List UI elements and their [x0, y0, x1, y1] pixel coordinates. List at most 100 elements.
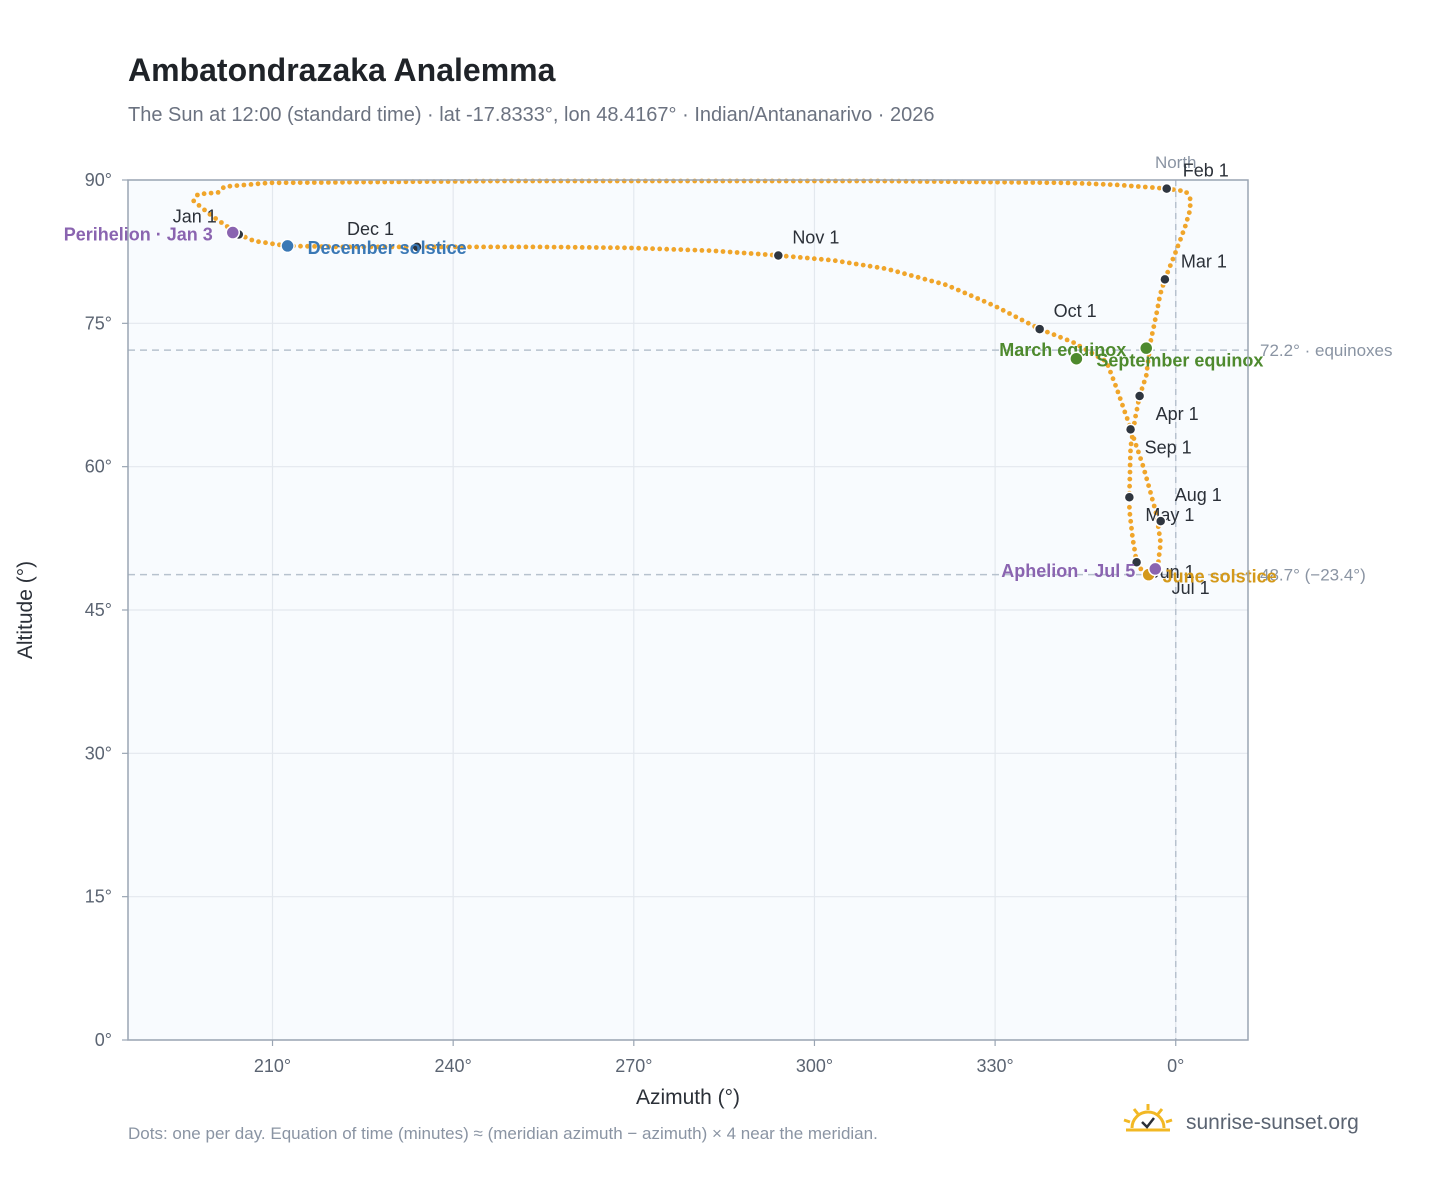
daily-dot — [202, 207, 207, 213]
daily-dot — [804, 255, 810, 261]
daily-dot — [1065, 180, 1071, 186]
daily-dot — [783, 253, 789, 259]
daily-dot — [1051, 332, 1057, 338]
daily-dot — [572, 244, 578, 250]
daily-dot — [312, 244, 317, 249]
daily-dot — [375, 244, 381, 250]
daily-dot — [797, 255, 803, 260]
daily-dot — [1157, 185, 1162, 191]
month-label: Sep 1 — [1145, 437, 1192, 457]
daily-dot — [1121, 183, 1127, 188]
daily-dot — [326, 180, 331, 185]
month-label: Oct 1 — [1054, 301, 1097, 321]
daily-dot — [1127, 483, 1132, 489]
daily-dot — [1187, 203, 1193, 209]
page-title: Ambatondrazaka Analemma — [128, 52, 556, 88]
daily-dot — [1086, 181, 1092, 187]
daily-dot — [579, 245, 585, 250]
daily-dot — [1180, 230, 1186, 236]
daily-dot — [846, 260, 852, 266]
daily-dot — [755, 251, 761, 257]
daily-dot — [460, 244, 465, 250]
month-marker — [411, 241, 423, 253]
y-tick-label: 30° — [85, 743, 112, 763]
daily-dot — [1175, 243, 1181, 249]
daily-dot — [219, 220, 224, 225]
daily-dot — [537, 244, 543, 250]
daily-dot — [1093, 181, 1099, 187]
daily-dot — [1146, 483, 1151, 488]
daily-dot — [955, 287, 961, 293]
daily-dot — [1108, 369, 1113, 375]
daily-dot — [453, 244, 458, 250]
daily-dot — [1148, 490, 1153, 495]
daily-dot — [1145, 359, 1151, 364]
daily-dot — [544, 244, 550, 250]
event-label: Aphelion · Jul 5 — [1001, 561, 1135, 581]
daily-dot — [1023, 180, 1029, 185]
daily-dot — [1134, 406, 1140, 412]
daily-dot — [1131, 436, 1137, 441]
daily-dot — [1187, 196, 1193, 202]
daily-dot — [981, 179, 986, 185]
daily-dot — [319, 244, 324, 250]
daily-dot — [1140, 462, 1146, 468]
daily-dot — [1141, 379, 1147, 385]
daily-dot — [1148, 338, 1154, 343]
daily-dot — [1089, 350, 1095, 356]
sun-logo-icon — [1120, 1100, 1176, 1145]
daily-dot — [558, 244, 564, 250]
month-marker — [1159, 273, 1171, 286]
event-marker — [225, 225, 241, 240]
daily-dot — [333, 244, 339, 250]
daily-dot — [685, 247, 691, 253]
daily-dot — [713, 248, 719, 254]
daily-dot — [262, 180, 268, 186]
brand-name[interactable]: sunrise-sunset.org — [1186, 1110, 1359, 1134]
daily-dot — [304, 180, 310, 186]
daily-dot — [692, 247, 698, 253]
daily-dot — [516, 244, 522, 250]
brand[interactable]: sunrise-sunset.org — [1120, 1100, 1359, 1145]
daily-dot — [1007, 311, 1012, 316]
daily-dot — [895, 269, 901, 275]
x-tick-label: 0° — [1167, 1056, 1184, 1076]
daily-dot — [227, 183, 233, 189]
daily-dot — [1083, 347, 1089, 352]
daily-dot — [762, 252, 768, 257]
daily-dot — [1128, 448, 1133, 454]
daily-dot — [375, 179, 381, 185]
daily-dot — [530, 244, 536, 250]
daily-dot — [608, 245, 613, 251]
daily-dot — [1107, 182, 1113, 188]
daily-dot — [1170, 256, 1176, 262]
x-tick-label: 330° — [976, 1056, 1013, 1076]
daily-dot — [368, 244, 374, 250]
daily-dot — [748, 251, 754, 256]
daily-dot — [1115, 389, 1121, 395]
daily-dot — [1127, 476, 1133, 482]
daily-dot — [326, 244, 331, 250]
daily-dot — [311, 180, 317, 185]
meridian-label: North — [1155, 153, 1197, 172]
month-label: Feb 1 — [1183, 161, 1229, 181]
y-axis-title: Altitude (°) — [14, 561, 37, 659]
month-label: Nov 1 — [792, 227, 839, 247]
month-label: Aug 1 — [1175, 485, 1222, 505]
daily-dot — [1157, 538, 1163, 543]
daily-dot — [1120, 402, 1125, 408]
daily-dot — [1009, 179, 1014, 185]
daily-dot — [474, 244, 479, 250]
daily-dot — [995, 179, 1000, 185]
y-tick-label: 15° — [85, 887, 112, 907]
daily-dot — [201, 191, 207, 197]
daily-dot — [1184, 216, 1190, 222]
daily-dot — [741, 250, 747, 256]
daily-dot — [1077, 343, 1083, 349]
x-tick-label: 240° — [435, 1056, 472, 1076]
daily-dot — [1186, 210, 1192, 216]
daily-dot — [382, 179, 388, 185]
daily-dot — [1124, 416, 1130, 421]
